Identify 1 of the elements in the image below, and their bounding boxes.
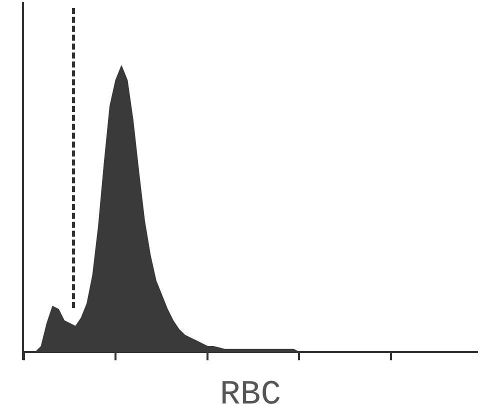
x-axis-title: RBC bbox=[220, 376, 282, 415]
